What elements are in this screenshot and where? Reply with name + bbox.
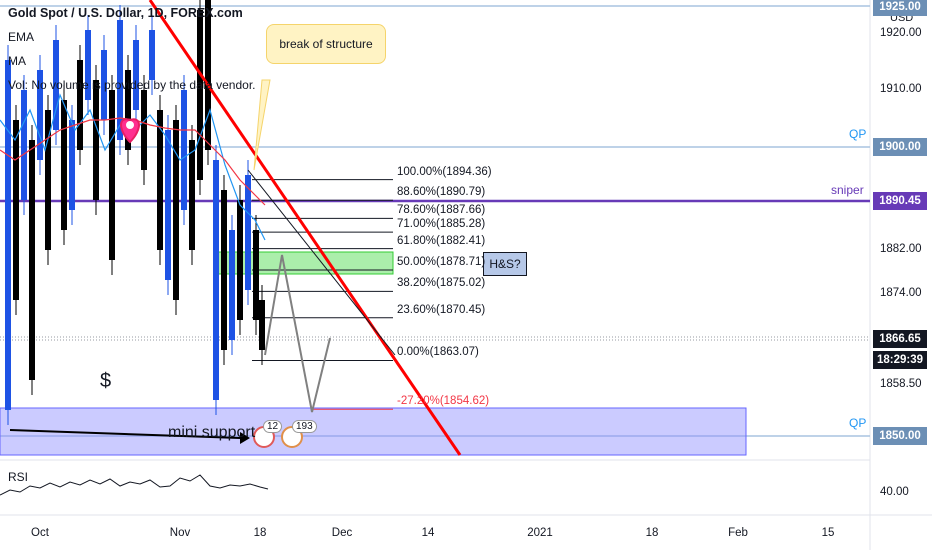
qp-lower-label[interactable]: QP xyxy=(849,416,867,430)
hs-pattern-label[interactable]: H&S? xyxy=(483,252,527,276)
candle-body-18 xyxy=(149,30,155,80)
time-tick-18b: 18 xyxy=(645,527,659,539)
candle-body-26 xyxy=(213,160,219,400)
fib-label-2: 78.60%(1887.66) xyxy=(397,204,486,217)
candle-body-2 xyxy=(21,90,27,200)
badge-sniper: 1890.45 xyxy=(873,192,927,210)
badge-qp-upper: 1900.00 xyxy=(873,138,927,156)
candle-body-28 xyxy=(229,230,235,340)
time-tick-nov: Nov xyxy=(169,527,191,539)
rsi-line[interactable] xyxy=(0,474,269,496)
ema-legend[interactable]: EMA xyxy=(8,30,35,44)
candle-body-9 xyxy=(77,60,83,150)
price-tick-1882: 1882.00 xyxy=(880,243,922,255)
candle-body-14 xyxy=(117,20,123,140)
candle-body-15 xyxy=(125,70,131,150)
event-count-a: 12 xyxy=(263,420,283,433)
mini-support-label[interactable]: mini support xyxy=(168,424,256,441)
price-tick-1858: 1858.50 xyxy=(880,378,922,390)
candle-body-6 xyxy=(53,40,59,130)
time-tick-feb: Feb xyxy=(728,527,748,539)
candle-body-8 xyxy=(69,120,75,210)
fib-label-4: 61.80%(1882.41) xyxy=(397,234,486,247)
candle-body-5 xyxy=(45,110,51,250)
demand-zone[interactable] xyxy=(0,407,747,456)
candle-body-19 xyxy=(157,110,163,250)
callout-pointer xyxy=(253,79,271,171)
fib-label-6: 38.20%(1875.02) xyxy=(397,277,486,290)
time-tick-2021: 2021 xyxy=(527,527,553,539)
candle-body-30 xyxy=(245,175,251,290)
candle-body-31 xyxy=(253,230,259,320)
fibonacci-lines[interactable] xyxy=(252,179,393,410)
fib-label-7: 23.60%(1870.45) xyxy=(397,303,486,316)
time-tick-dec: Dec xyxy=(331,527,353,539)
ma-legend[interactable]: MA xyxy=(8,54,26,68)
heart-center-icon xyxy=(126,121,134,129)
candle-body-1 xyxy=(13,120,19,300)
fib-label-3: 71.00%(1885.28) xyxy=(397,218,486,231)
volume-legend[interactable]: Vol: No volume is provided by the data v… xyxy=(8,78,256,92)
time-tick-15: 15 xyxy=(821,527,835,539)
badge-countdown: 18:29:39 xyxy=(873,351,927,369)
candle-body-29 xyxy=(237,200,243,320)
diagonal-line[interactable] xyxy=(247,169,396,356)
candle-body-24 xyxy=(197,10,203,180)
break-of-structure-callout[interactable]: break of structure xyxy=(266,24,386,64)
descending-trendline[interactable] xyxy=(148,0,462,456)
support-arrow-line[interactable] xyxy=(9,429,241,439)
candle-body-23 xyxy=(189,140,195,250)
candle-body-7 xyxy=(61,100,67,230)
symbol-title[interactable]: Gold Spot / U.S. Dollar, 1D, FOREX.com xyxy=(8,6,243,20)
time-tick-oct: Oct xyxy=(31,527,49,539)
candle-body-20 xyxy=(165,130,171,280)
price-tick-1910: 1910.00 xyxy=(880,83,922,95)
fib-label-1: 88.60%(1890.79) xyxy=(397,186,486,199)
candle-body-11 xyxy=(93,80,99,200)
fib-label-9: -27.20%(1854.62) xyxy=(397,395,490,408)
candle-body-3 xyxy=(29,140,35,380)
candle-body-25 xyxy=(205,0,211,150)
dollar-sign-label[interactable]: $ xyxy=(100,370,112,392)
candle-body-4 xyxy=(37,70,43,160)
candle-body-16 xyxy=(133,40,139,110)
callout-text: break of structure xyxy=(279,37,373,51)
heart-icon[interactable] xyxy=(120,118,140,144)
sniper-label[interactable]: sniper xyxy=(831,183,864,197)
candle-body-0 xyxy=(5,60,11,410)
badge-last-price: 1866.65 xyxy=(873,330,927,348)
candle-body-22 xyxy=(181,90,187,210)
candle-body-21 xyxy=(173,120,179,300)
rsi-tick: 40.00 xyxy=(880,486,909,498)
candle-body-13 xyxy=(109,90,115,260)
candle-body-27 xyxy=(221,190,227,350)
price-tick-1874: 1874.00 xyxy=(880,287,922,299)
candle-body-32 xyxy=(259,300,265,350)
badge-qp-lower: 1850.00 xyxy=(873,427,927,445)
rsi-legend[interactable]: RSI xyxy=(8,470,29,484)
candle-body-12 xyxy=(101,50,107,120)
support-arrow-head xyxy=(240,432,250,444)
event-count-b: 193 xyxy=(292,420,317,433)
fib-label-5: 50.00%(1878.71) xyxy=(397,256,486,269)
qp-upper-label[interactable]: QP xyxy=(849,127,867,141)
candle-body-17 xyxy=(141,90,147,170)
time-tick-14: 14 xyxy=(421,527,435,539)
candle-body-10 xyxy=(85,30,91,100)
fib-label-8: 0.00%(1863.07) xyxy=(397,346,479,359)
badge-1925: 1925.00 xyxy=(873,0,927,16)
candlesticks xyxy=(5,0,265,425)
price-tick-1920: 1920.00 xyxy=(880,27,922,39)
time-tick-18: 18 xyxy=(253,527,267,539)
hs-pattern-text: H&S? xyxy=(489,257,521,271)
fib-label-0: 100.00%(1894.36) xyxy=(397,165,492,178)
projection-path[interactable] xyxy=(264,254,331,413)
